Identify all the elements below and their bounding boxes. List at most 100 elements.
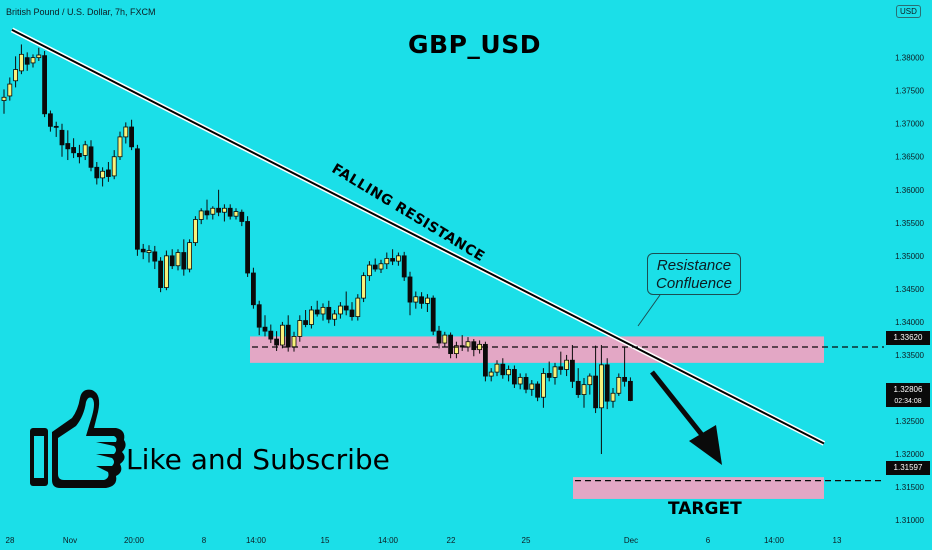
candle [349,302,355,321]
candle [140,243,146,260]
callout-pointer [637,294,661,327]
candle [303,310,309,328]
candle [192,216,198,246]
candle [30,54,36,68]
candle [471,339,477,357]
x-tick-label: 22 [447,536,456,545]
candle [546,361,552,382]
candle [448,332,454,359]
currency-button[interactable]: USD [896,5,921,18]
candle [610,387,616,408]
candle [123,122,129,144]
candle [187,239,193,273]
candle [1,89,7,114]
resistance-price-tag: 1.33620 [886,331,930,345]
candle [575,368,581,398]
candle [77,144,82,164]
candle [24,52,30,71]
arrow-down-icon [650,370,722,465]
x-tick-label: 14:00 [764,536,785,545]
callout-line-2: Confluence [656,275,732,292]
candle [152,245,158,270]
candle [378,259,384,274]
candle [407,271,413,316]
chart-title: GBP_USD [408,30,541,59]
candle [71,138,76,159]
candle [372,258,378,272]
candle [13,56,19,88]
candle [413,291,419,309]
candle [453,341,459,359]
symbol-label: British Pound / U.S. Dollar, 7h, FXCM [6,7,156,17]
candle [552,362,558,385]
candle [343,291,349,316]
resistance-zone [250,336,824,363]
countdown-tag: 02:34:08 [886,397,930,407]
y-tick-label: 1.31500 [895,483,924,492]
candle [262,315,268,337]
candle [308,306,314,329]
candle [424,294,430,312]
candle [500,358,506,379]
x-tick-label: 20:00 [124,536,145,545]
current-price-tag: 1.32806 [886,383,930,397]
target-zone [573,477,824,499]
candle [36,47,42,61]
candle [169,249,175,270]
candle [587,373,593,395]
candle [320,303,326,321]
candle [361,272,367,303]
x-tick-label: 6 [706,536,711,545]
candle [326,300,332,324]
y-tick-label: 1.34000 [895,318,924,327]
candle [506,365,512,382]
candle [175,249,181,271]
candle [42,51,47,118]
candle [517,373,523,390]
candle [134,144,140,256]
candle [233,208,239,220]
candle [216,189,222,217]
candle [82,140,88,161]
candle [570,345,575,388]
candle [494,360,500,377]
candle [622,347,627,387]
candle [581,378,587,408]
candle [430,295,436,336]
thumbs-up-icon [30,389,126,488]
y-tick-label: 1.35500 [895,219,924,228]
candle [419,292,425,309]
candle [558,351,564,375]
candle [274,331,280,351]
candle [442,331,448,348]
callout-line-1: Resistance [656,257,732,274]
candle [250,267,256,309]
candle [18,44,24,75]
y-tick-label: 1.37500 [895,87,924,96]
candle [158,257,164,293]
y-tick-label: 1.34500 [895,285,924,294]
candle [181,239,187,276]
x-tick-label: 14:00 [246,536,267,545]
resistance-callout: Resistance Confluence [647,253,741,295]
candle [53,121,59,137]
candle [337,302,343,319]
candle [523,373,529,394]
candle [512,365,517,388]
y-tick-label: 1.36500 [895,153,924,162]
candle [59,123,65,157]
x-tick-label: Dec [624,536,638,545]
candle [256,300,262,336]
x-tick-label: 28 [6,536,15,545]
candle [285,315,291,352]
y-tick-label: 1.36000 [895,186,924,195]
candle [239,209,245,227]
candle [106,162,111,182]
candle [535,381,540,402]
candle [366,261,372,281]
candle [7,77,13,101]
falling-resistance-trendline[interactable] [11,29,825,445]
candle [628,377,633,402]
candle [401,251,407,281]
